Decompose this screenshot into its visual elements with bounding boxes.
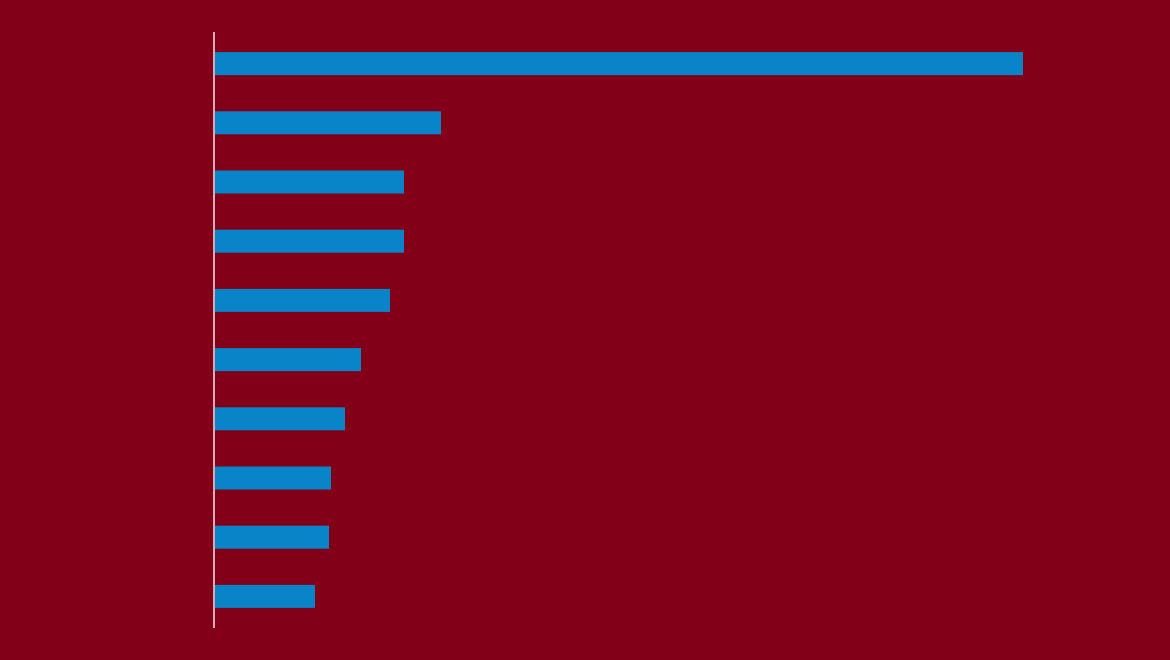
- bar: [215, 111, 441, 135]
- bar: [215, 466, 331, 490]
- bar: [215, 52, 1023, 76]
- bar: [215, 288, 390, 312]
- bar: [215, 584, 315, 608]
- bar: [215, 525, 329, 549]
- bar: [215, 229, 404, 253]
- bar: [215, 407, 345, 431]
- bar: [215, 348, 361, 372]
- bar: [215, 170, 404, 194]
